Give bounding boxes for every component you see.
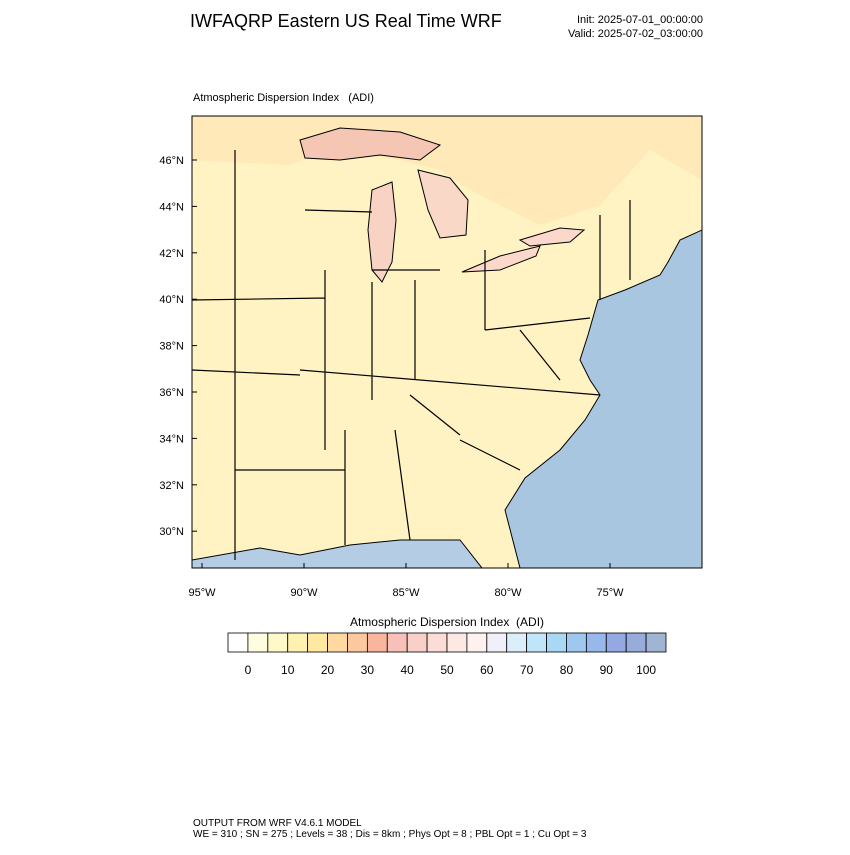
colorbar-box: [645, 632, 667, 653]
lat-label: 34°N: [159, 433, 184, 445]
lake-superior: [299, 127, 442, 161]
state-borders: [192, 150, 631, 560]
lon-label: 75°W: [596, 587, 624, 599]
colorbar-title: Atmospheric Dispersion Index (ADI): [350, 615, 544, 629]
lon-label: 95°W: [188, 587, 216, 599]
colorbar-box: [247, 632, 269, 653]
map-title: Atmospheric Dispersion Index (ADI): [193, 92, 374, 104]
colorbar-box: [287, 632, 309, 653]
colorbar-box: [526, 632, 547, 653]
colorbar-box: [327, 632, 348, 653]
main-title: IWFAQRP Eastern US Real Time WRF: [190, 11, 502, 31]
colorbar-tick-label: 0: [245, 663, 252, 677]
map: [191, 115, 703, 569]
lat-label: 38°N: [159, 341, 184, 353]
colorbar-box: [366, 632, 388, 653]
colorbar-box: [486, 632, 508, 653]
colorbar-box: [446, 632, 468, 653]
colorbar-box: [506, 632, 528, 653]
footer-line: OUTPUT FROM WRF V4.6.1 MODEL: [193, 818, 362, 829]
colorbar-tick-label: 70: [520, 663, 534, 677]
lat-label: 46°N: [159, 155, 184, 167]
colorbar-box: [546, 632, 567, 653]
colorbar-box: [267, 632, 289, 653]
lake-michigan: [367, 181, 397, 283]
colorbar-tick-label: 90: [600, 663, 614, 677]
lake-huron: [417, 169, 469, 239]
lon-label: 90°W: [290, 587, 318, 599]
colorbar-tick-label: 10: [281, 663, 295, 677]
atlantic: [504, 229, 702, 568]
colorbar-box: [566, 632, 587, 653]
gulf: [192, 539, 483, 568]
colorbar-tick-label: 50: [440, 663, 454, 677]
lat-label: 32°N: [159, 480, 184, 492]
colorbar-box: [625, 632, 647, 653]
colorbar-tick-label: 80: [560, 663, 574, 677]
lat-label: 40°N: [159, 294, 184, 306]
colorbar-box: [605, 632, 627, 653]
lat-label: 44°N: [159, 201, 184, 213]
colorbar-box: [466, 632, 488, 653]
colorbar-box: [426, 632, 448, 653]
colorbar-tick-label: 30: [361, 663, 375, 677]
colorbar-box: [386, 632, 408, 653]
lon-label: 80°W: [494, 587, 522, 599]
colorbar-box: [347, 632, 368, 653]
lake-ontario: [518, 227, 586, 247]
lon-label: 85°W: [392, 587, 420, 599]
init-time: Init: 2025-07-01_00:00:00: [577, 14, 703, 26]
colorbar-tick-label: 40: [401, 663, 415, 677]
footer-line: WE = 310 ; SN = 275 ; Levels = 38 ; Dis …: [193, 829, 587, 840]
colorbar: 0 10 20 30 40 50 60 70 80 90 100: [227, 632, 667, 677]
colorbar-tick-label: 20: [321, 663, 335, 677]
map-frame: [191, 115, 703, 569]
lake-erie: [461, 245, 541, 273]
lat-label: 36°N: [159, 387, 184, 399]
lat-label: 30°N: [159, 526, 184, 538]
colorbar-box: [406, 632, 428, 653]
colorbar-box: [227, 632, 249, 653]
colorbar-box: [307, 632, 328, 653]
colorbar-tick-label: 100: [636, 663, 656, 677]
colorbar-tick-label: 60: [480, 663, 494, 677]
colorbar-box: [585, 632, 607, 653]
valid-time: Valid: 2025-07-02_03:00:00: [568, 28, 703, 40]
lat-label: 42°N: [159, 248, 184, 260]
